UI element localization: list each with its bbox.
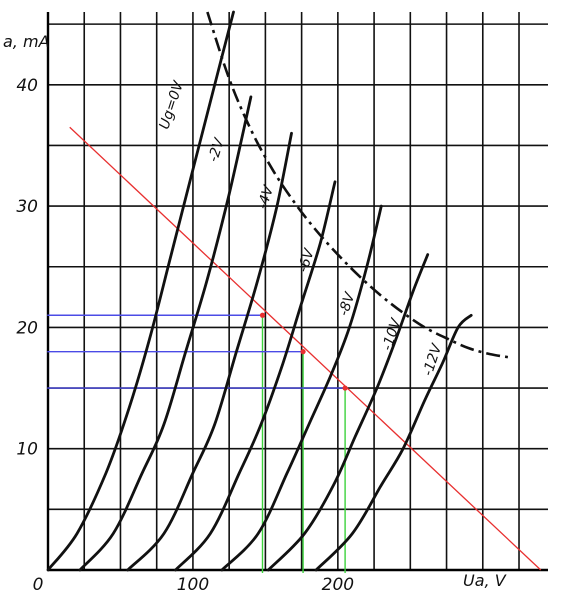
characteristic-curve — [314, 313, 473, 572]
characteristic-curve — [174, 180, 337, 572]
grid — [47, 12, 548, 571]
x-tick-label: 0 — [33, 575, 44, 595]
characteristic-curve — [78, 95, 253, 572]
curve-label: -2V — [205, 135, 228, 164]
curve-label: -12V — [420, 341, 446, 378]
plot-frame — [46, 12, 548, 572]
load-line — [69, 126, 542, 571]
operating-point — [342, 385, 348, 391]
curve-label: Ug=0V — [156, 78, 187, 131]
curve-label: -6V — [295, 246, 318, 275]
x-tick-label: 100 — [177, 575, 209, 595]
y-tick-label: 30 — [16, 197, 38, 217]
operating-point — [259, 312, 266, 318]
y-tick-label: 40 — [16, 76, 38, 96]
operating-point — [300, 349, 306, 355]
characteristic-curve — [266, 253, 430, 572]
y-tick-label: 20 — [16, 318, 38, 338]
dissipation-curve — [206, 11, 513, 359]
curve-label: -10V — [379, 315, 405, 352]
x-axis-title: Ua, V — [463, 571, 507, 590]
y-tick-label: 10 — [16, 440, 38, 460]
axis-titles: a, mA Ua, V — [3, 32, 507, 590]
curve-label: -4V — [255, 183, 278, 212]
characteristic-curve — [46, 10, 235, 572]
curve-label: -8V — [336, 289, 359, 318]
characteristic-curve — [126, 131, 293, 572]
characteristic-curves — [46, 10, 473, 572]
load-line-layer — [69, 126, 542, 571]
y-axis-title: a, mA — [3, 32, 50, 51]
tick-labels: 0 100 200 10 20 30 40 — [16, 76, 354, 595]
characteristic-curve — [220, 204, 383, 572]
x-tick-label: 200 — [322, 575, 354, 595]
dissipation-curve-layer — [206, 11, 513, 359]
